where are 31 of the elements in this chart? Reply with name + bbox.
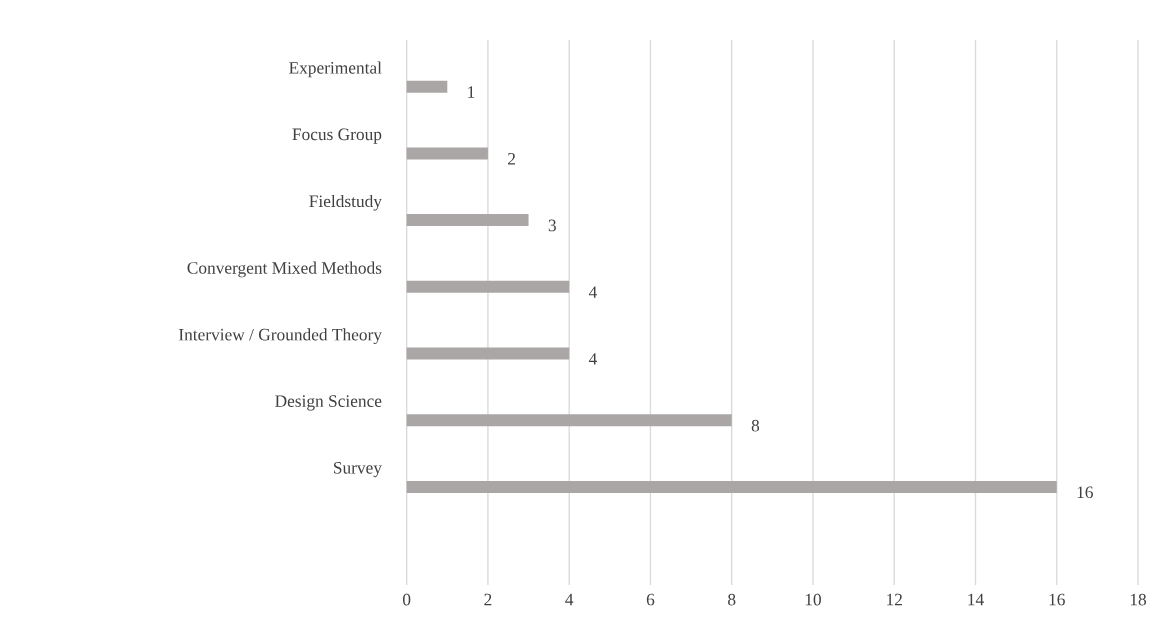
x-tick-label: 12 (887, 593, 902, 606)
x-tick-label: 2 (484, 593, 492, 606)
bar (406, 280, 570, 293)
bar (406, 147, 488, 160)
data-label: 8 (751, 419, 760, 432)
y-tick-label: Focus Group (292, 128, 382, 144)
data-label: 16 (1077, 486, 1093, 499)
x-tick-label: 14 (968, 593, 984, 606)
y-tick-label: Interview / Grounded Theory (178, 328, 382, 345)
bar (406, 214, 529, 227)
x-tick-label: 18 (1130, 593, 1147, 606)
x-tick-label: 4 (565, 593, 574, 606)
data-label: 4 (588, 286, 597, 298)
data-label: 4 (588, 353, 597, 365)
bar (406, 414, 732, 427)
x-tick-label: 8 (728, 593, 736, 606)
y-tick-label: Fieldstudy (309, 194, 382, 211)
y-tick-label: Experimental (289, 61, 382, 78)
y-tick-label: Convergent Mixed Methods (187, 261, 382, 278)
x-tick-label: 10 (805, 593, 821, 606)
bar (406, 80, 448, 93)
y-tick-label: Survey (334, 462, 382, 478)
bar (406, 347, 570, 360)
data-label: 3 (548, 219, 556, 232)
x-tick-label: 6 (646, 593, 655, 606)
x-tick-label: 16 (1049, 593, 1065, 606)
data-label: 1 (468, 86, 475, 98)
bar (406, 480, 1057, 493)
y-tick-label: Design Science (275, 395, 382, 411)
data-label: 2 (508, 153, 516, 165)
x-tick-label: 0 (403, 593, 411, 606)
